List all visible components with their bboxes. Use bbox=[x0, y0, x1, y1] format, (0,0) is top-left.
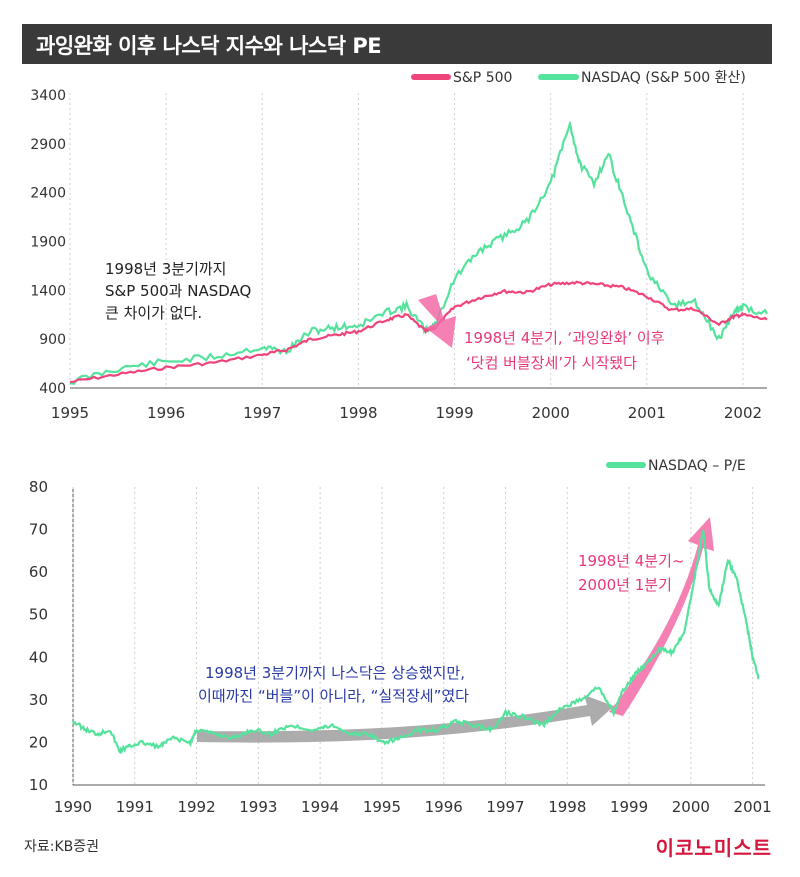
y-tick-label: 70 bbox=[29, 521, 48, 539]
x-tick-label: 2002 bbox=[724, 404, 762, 422]
x-tick-label: 1991 bbox=[116, 798, 154, 816]
legend-label-pe: NASDAQ – P/E bbox=[648, 458, 746, 474]
y-tick-label: 20 bbox=[29, 733, 48, 751]
y-tick-label: 400 bbox=[39, 381, 66, 397]
y-tick-label: 40 bbox=[29, 648, 48, 666]
legend-label-sp500: S&P 500 bbox=[453, 70, 512, 86]
x-tick-label: 1997 bbox=[486, 798, 524, 816]
x-tick-label: 1995 bbox=[51, 404, 89, 422]
annotation-line: 1998년 3분기까지 bbox=[105, 260, 227, 278]
annotation-line: 1998년 4분기, ‘과잉완화’ 이후 bbox=[464, 329, 665, 347]
brand-logo: 이코노미스트 bbox=[655, 836, 772, 860]
pe-series-line bbox=[71, 529, 760, 755]
annotation-line: 이때까진 “버블”이 아니라, “실적장세”였다 bbox=[198, 687, 469, 705]
x-tick-label: 1993 bbox=[239, 798, 277, 816]
y-tick-label: 900 bbox=[39, 332, 66, 348]
x-tick-label: 2000 bbox=[672, 798, 710, 816]
x-tick-label: 1998 bbox=[548, 798, 586, 816]
y-tick-label: 2400 bbox=[30, 186, 66, 202]
y-tick-label: 1900 bbox=[30, 235, 66, 251]
annotation-line: 1998년 3분기까지 나스닥은 상승했지만, bbox=[205, 664, 465, 682]
x-tick-label: 1997 bbox=[243, 404, 281, 422]
source-note: 자료:KB증권 bbox=[24, 839, 100, 855]
x-tick-label: 2001 bbox=[628, 404, 666, 422]
x-tick-label: 2000 bbox=[532, 404, 570, 422]
x-tick-label: 1999 bbox=[610, 798, 648, 816]
annotation-line: 큰 차이가 없다. bbox=[105, 304, 202, 322]
annotation-line: 2000년 1분기 bbox=[578, 576, 672, 594]
x-tick-label: 1994 bbox=[301, 798, 339, 816]
pink-arrow bbox=[609, 517, 714, 716]
annotation-line: S&P 500과 NASDAQ bbox=[105, 282, 251, 300]
x-tick-label: 1990 bbox=[54, 798, 92, 816]
pink-arrow bbox=[418, 294, 456, 348]
annotation-line: 1998년 4분기~ bbox=[578, 552, 684, 570]
y-tick-label: 2900 bbox=[30, 137, 66, 153]
x-tick-label: 1992 bbox=[177, 798, 215, 816]
x-tick-label: 1996 bbox=[425, 798, 463, 816]
x-tick-label: 2001 bbox=[734, 798, 772, 816]
annotation-line: ‘닷컴 버블장세’가 시작됐다 bbox=[466, 354, 637, 372]
legend-label-nasdaq: NASDAQ (S&P 500 환산) bbox=[581, 70, 746, 86]
y-tick-label: 3400 bbox=[30, 88, 66, 104]
page-title: 과잉완화 이후 나스닥 지수와 나스닥 PE bbox=[36, 34, 382, 58]
x-tick-label: 1996 bbox=[147, 404, 185, 422]
y-tick-label: 60 bbox=[29, 563, 48, 581]
x-tick-label: 1995 bbox=[363, 798, 401, 816]
title-bar: 과잉완화 이후 나스닥 지수와 나스닥 PE bbox=[22, 24, 772, 64]
y-tick-label: 10 bbox=[29, 776, 48, 794]
y-tick-label: 30 bbox=[29, 691, 48, 709]
x-tick-label: 1998 bbox=[339, 404, 377, 422]
index-chart: 3400 2900 2400 1900 1400 900 400 1995 1996 1997 19… bbox=[30, 70, 768, 422]
y-tick-label: 80 bbox=[29, 478, 48, 496]
y-tick-label: 1400 bbox=[30, 283, 66, 299]
sp500-series-line bbox=[69, 280, 768, 384]
y-tick-label: 50 bbox=[29, 606, 48, 624]
x-tick-label: 1999 bbox=[435, 404, 473, 422]
